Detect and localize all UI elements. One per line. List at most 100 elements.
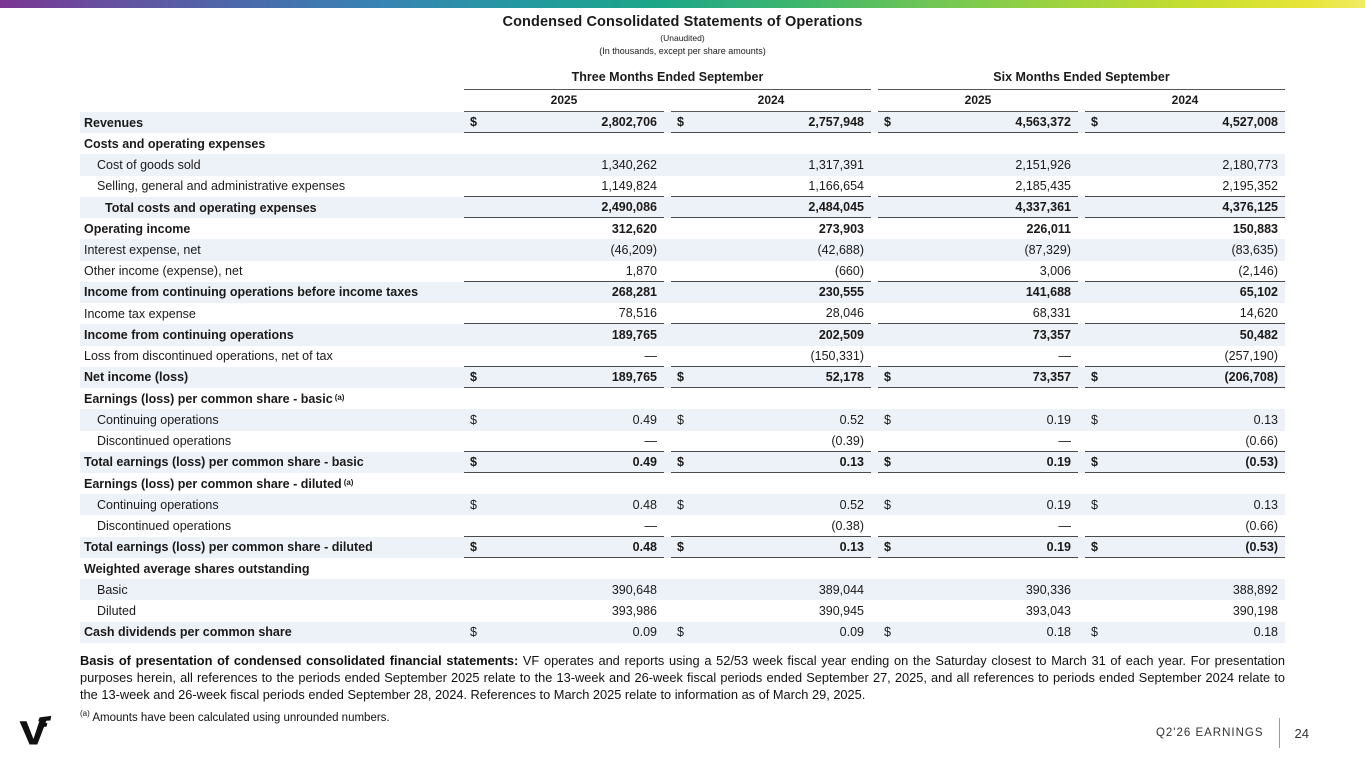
value-cell: 202,509	[671, 324, 871, 345]
value-cell: (150,331)	[671, 346, 871, 367]
year-header: 2024	[1085, 93, 1285, 112]
cell-value: 0.19	[1046, 454, 1071, 469]
value-cell: $0.49	[464, 409, 664, 430]
year-header: 2025	[464, 93, 664, 112]
dollar-sign: $	[677, 625, 684, 640]
cell-value: 4,563,372	[1015, 115, 1071, 130]
row-label: Total earnings (loss) per common share -…	[84, 540, 373, 555]
cell-value: 389,044	[818, 582, 864, 597]
cell-value: 2,757,948	[808, 115, 864, 130]
value-cell	[464, 388, 664, 409]
cell-value: 268,281	[611, 285, 657, 300]
value-cell: 1,166,654	[671, 176, 871, 197]
cell-value: —	[644, 518, 658, 533]
title-block: Condensed Consolidated Statements of Ope…	[0, 14, 1365, 56]
row-label: Weighted average shares outstanding	[84, 561, 310, 576]
cell-value: 390,648	[611, 582, 657, 597]
dollar-sign: $	[884, 369, 891, 384]
cell-value: 0.19	[1046, 539, 1071, 554]
dollar-sign: $	[1091, 497, 1098, 512]
value-cell: (0.38)	[671, 515, 871, 537]
value-cell: $0.19	[878, 409, 1078, 430]
row-label: Total costs and operating expenses	[105, 200, 317, 215]
cell-value: —	[1058, 348, 1072, 363]
dollar-sign: $	[470, 625, 477, 640]
value-cell: 189,765	[464, 324, 664, 345]
row-label: Discontinued operations	[97, 434, 232, 449]
value-cell: (83,635)	[1085, 239, 1285, 260]
value-cell: 230,555	[671, 282, 871, 303]
cell-value: (42,688)	[817, 243, 864, 258]
row-label: Operating income	[84, 221, 191, 236]
cell-value: 0.49	[632, 454, 657, 469]
value-cell: $0.18	[1085, 622, 1285, 643]
dollar-sign: $	[677, 454, 684, 469]
value-cell: 388,892	[1085, 579, 1285, 600]
cell-value: 393,043	[1025, 604, 1071, 618]
cell-value: (660)	[834, 263, 864, 278]
table-row: Other income (expense), net 1,870 (660) 3,0…	[80, 261, 1285, 282]
value-cell: $0.09	[671, 622, 871, 643]
table-body: Revenues $2,802,706 $2,757,948 $4,563,372 $4…	[80, 112, 1285, 643]
row-label: Cash dividends per common share	[84, 625, 292, 640]
cell-value: (0.39)	[831, 433, 864, 448]
value-cell	[464, 133, 664, 154]
cell-value: —	[1058, 518, 1072, 533]
footer-divider	[1278, 718, 1280, 748]
value-cell: —	[878, 431, 1078, 452]
cell-value: (150,331)	[810, 348, 864, 363]
value-cell: 268,281	[464, 282, 664, 303]
basis-note-lead: Basis of presentation of condensed conso…	[80, 653, 519, 668]
subtitle-units: (In thousands, except per share amounts)	[599, 46, 766, 56]
table-row: Costs and operating expenses	[80, 133, 1285, 154]
group-header-three-months: Three Months Ended September	[464, 70, 871, 90]
cell-value: 2,484,045	[808, 200, 864, 215]
value-cell	[671, 473, 871, 494]
value-cell	[878, 388, 1078, 409]
value-cell: —	[464, 346, 664, 367]
footnote-marker: (a)	[80, 709, 90, 718]
cell-value: 78,516	[618, 306, 657, 321]
cell-value: 226,011	[1026, 221, 1072, 236]
value-cell: 1,149,824	[464, 176, 664, 197]
table-row: Net income (loss) $189,765 $52,178 $73,357 $…	[80, 366, 1285, 389]
dollar-sign: $	[677, 497, 684, 512]
row-label: Continuing operations	[97, 412, 219, 427]
dollar-sign: $	[884, 497, 891, 512]
table-row: Cost of goods sold 1,340,262 1,317,391 2,15…	[80, 154, 1285, 176]
value-cell: —	[464, 431, 664, 452]
cell-value: 3,006	[1039, 263, 1071, 278]
cell-value: 273,903	[818, 221, 864, 236]
dollar-sign: $	[677, 369, 684, 384]
value-cell: $0.19	[878, 452, 1078, 473]
dollar-sign: $	[470, 115, 477, 130]
table-row: Interest expense, net (46,209) (42,688) (87…	[80, 239, 1285, 261]
dollar-sign: $	[1091, 625, 1098, 640]
year-header: 2025	[878, 93, 1078, 112]
value-cell: $0.48	[464, 494, 664, 515]
value-cell: 2,185,435	[878, 176, 1078, 197]
cell-value: —	[644, 433, 658, 448]
table-row: Basic 390,648 389,044 390,336 388,892	[80, 579, 1285, 601]
cell-value: 0.19	[1046, 412, 1071, 427]
cell-value: 52,178	[825, 369, 864, 384]
dollar-sign: $	[1091, 412, 1098, 427]
dollar-sign: $	[677, 412, 684, 427]
dollar-sign: $	[677, 115, 684, 130]
table-row: Earnings (loss) per common share - dilut…	[80, 473, 1285, 494]
row-label: Earnings (loss) per common share - dilut…	[84, 476, 354, 491]
dollar-sign: $	[884, 115, 891, 130]
value-cell: $0.09	[464, 622, 664, 643]
cell-value: 50,482	[1239, 327, 1278, 342]
value-cell: $0.19	[878, 494, 1078, 515]
table-row: Total costs and operating expenses 2,490,…	[80, 196, 1285, 219]
value-cell: 2,180,773	[1085, 154, 1285, 175]
value-cell	[878, 473, 1078, 494]
table-row: Income tax expense 78,516 28,046 68,331 14,6…	[80, 303, 1285, 325]
dollar-sign: $	[884, 454, 891, 469]
cell-value: 2,180,773	[1222, 158, 1278, 173]
table-row: Continuing operations $0.48 $0.52 $0.19 $0.1…	[80, 494, 1285, 516]
row-label: Selling, general and administrative expe…	[97, 179, 346, 194]
table-row: Selling, general and administrative expe…	[80, 176, 1285, 197]
cell-value: (257,190)	[1224, 348, 1278, 363]
